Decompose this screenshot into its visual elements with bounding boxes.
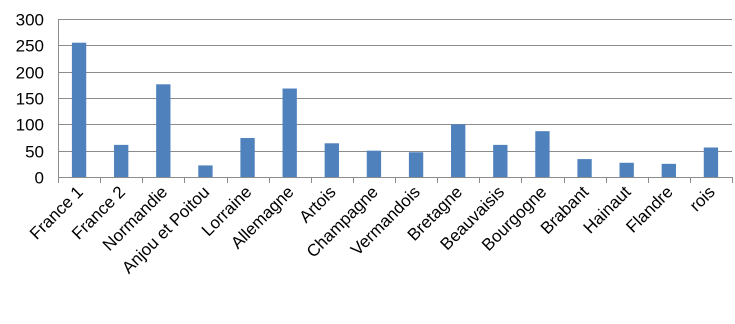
axes [58,19,733,183]
bar-bourgogne [535,131,550,177]
y-tick-label-300: 300 [16,11,44,30]
y-tick-label-200: 200 [16,64,44,83]
y-tick-label-250: 250 [16,37,44,56]
y-tick-label-150: 150 [16,90,44,109]
bar-anjou-et-poitou [198,165,213,177]
x-category-label: rois [686,182,719,215]
bar-series [71,42,719,178]
bar-bretagne [451,124,466,177]
bar-brabant [577,159,592,177]
y-tick-label-0: 0 [35,169,44,188]
bar-hainaut [619,162,634,177]
y-tick-label-50: 50 [25,143,44,162]
bar-artois [324,143,339,177]
y-tick-label-100: 100 [16,116,44,135]
bar-beauvaisis [493,144,508,177]
bar-vermandois [408,152,424,177]
bar-lorraine [240,138,255,177]
bar-france-1 [71,42,87,178]
bar-allemagne [282,88,297,177]
bar-flandre [661,163,676,177]
bar-champagne [366,150,382,177]
bar-france-2 [114,144,129,177]
bar-normandie [156,84,171,177]
x-category-label: Flandre [622,182,676,236]
bar-rois [703,147,719,177]
x-category-label: Hainaut [580,182,635,237]
y-axis-tick-labels: 0 50 100 150 200 250 300 [16,11,44,188]
